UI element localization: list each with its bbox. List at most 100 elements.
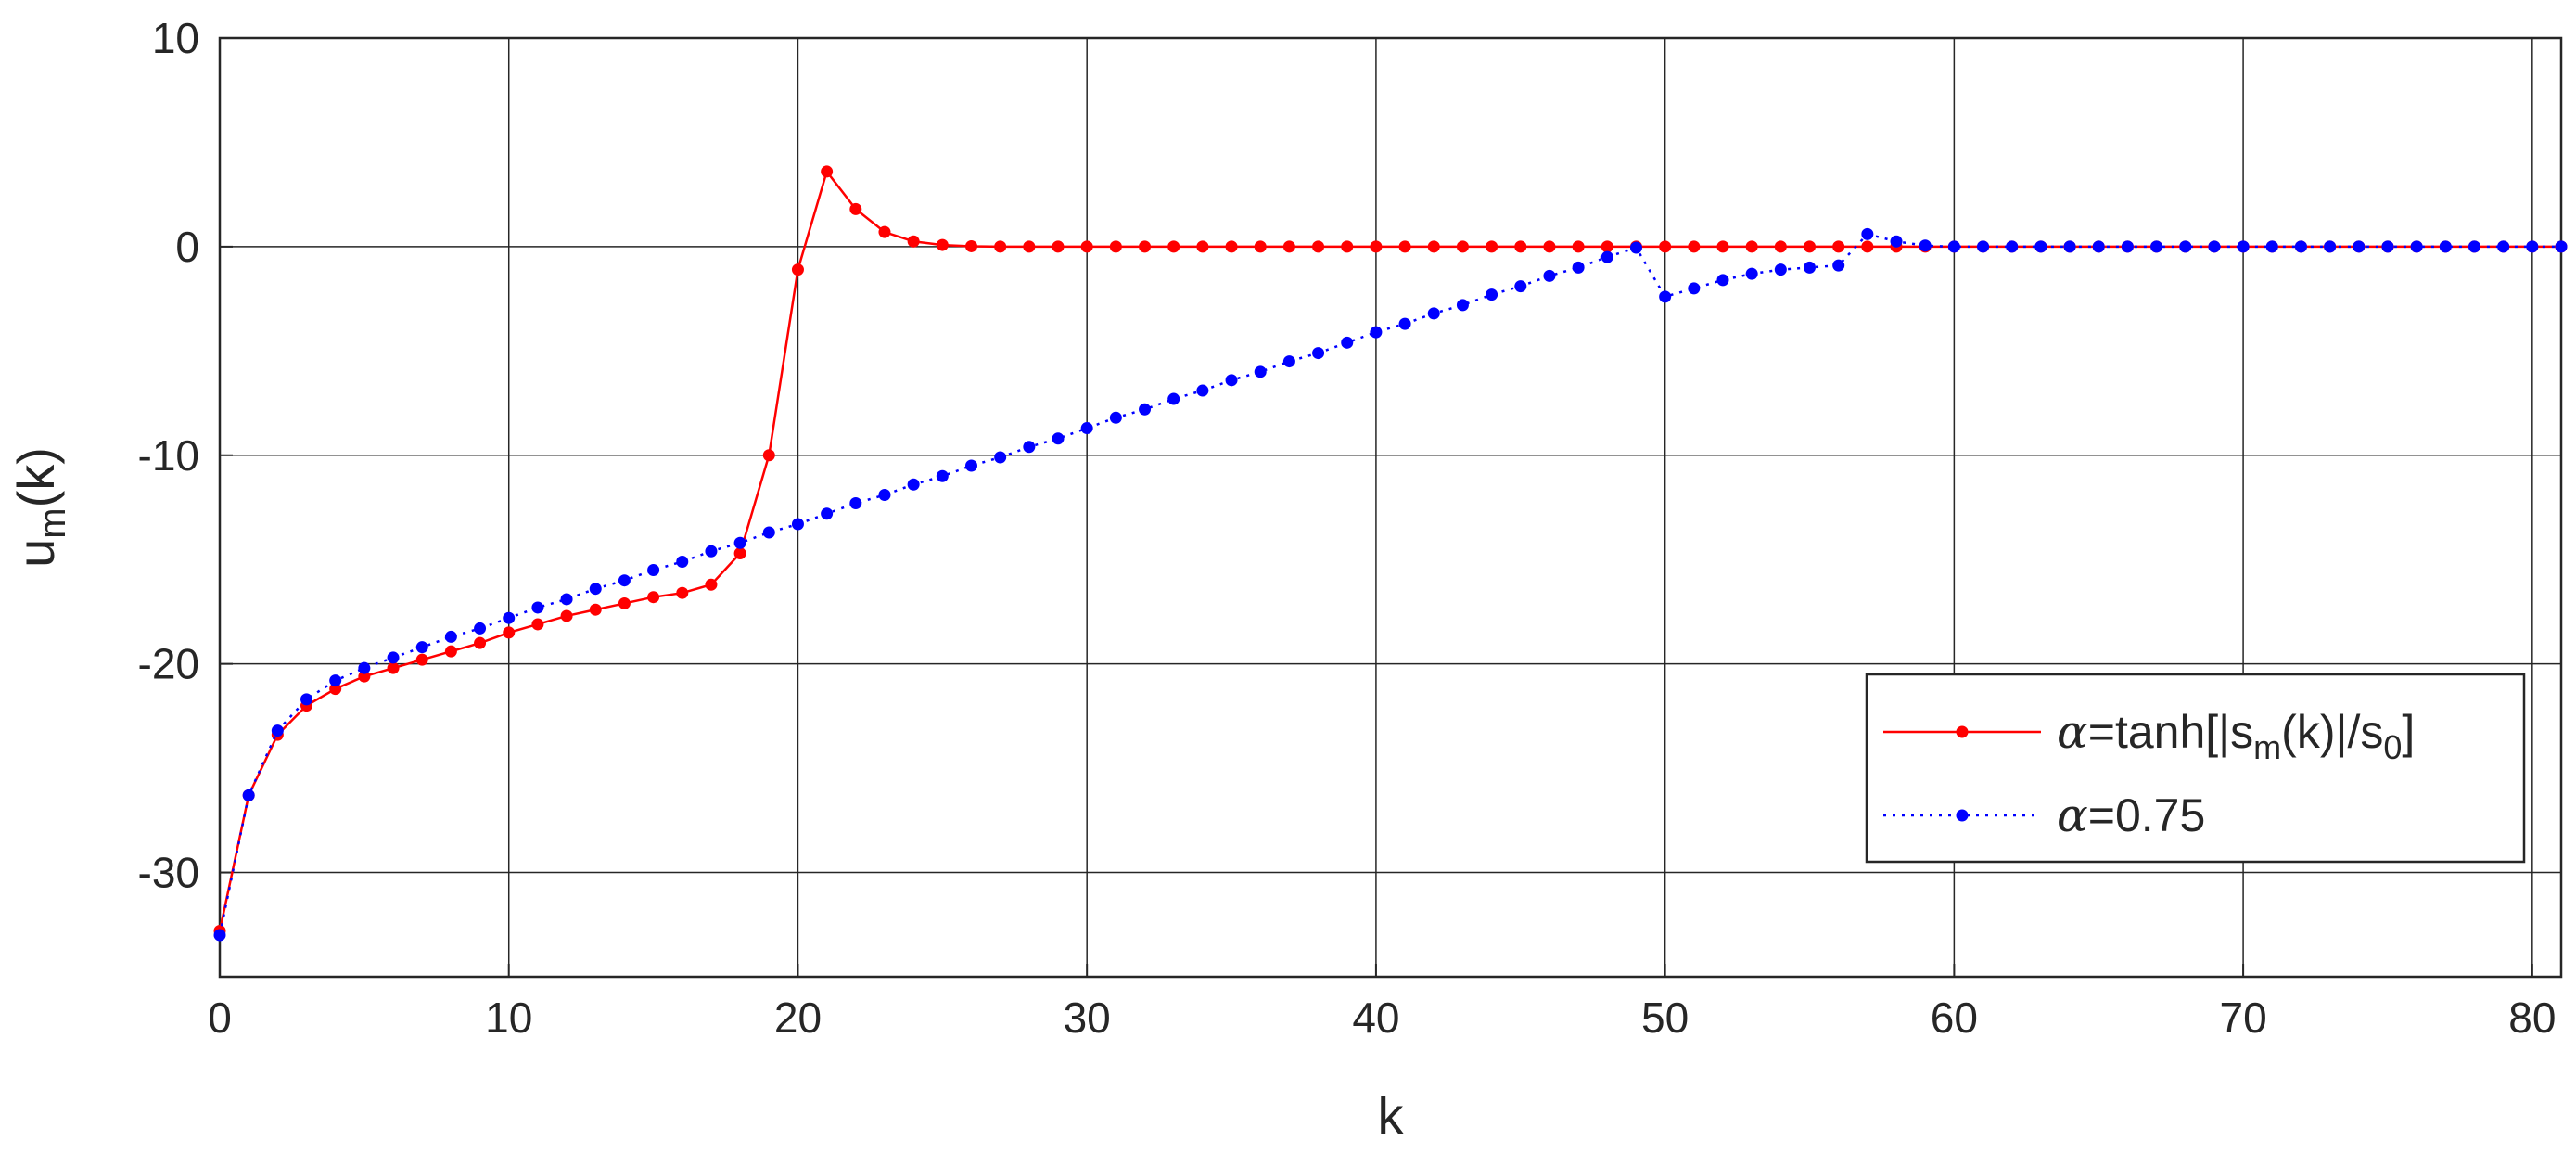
series-point-0 <box>1109 240 1122 253</box>
series-point-0 <box>676 586 689 599</box>
y-axis-label: um(k) <box>6 447 73 568</box>
series-point-1 <box>1514 280 1527 293</box>
series-point-1 <box>1341 336 1354 349</box>
series-point-0 <box>358 670 371 683</box>
series-point-0 <box>1804 240 1817 253</box>
series-point-1 <box>358 661 371 674</box>
legend-alpha-symbol: α <box>2057 789 2088 842</box>
series-point-1 <box>560 593 573 606</box>
series-point-0 <box>1514 240 1527 253</box>
legend-tanh-sub-m: m <box>2253 728 2281 766</box>
series-point-1 <box>271 724 284 737</box>
series-point-1 <box>531 601 544 614</box>
series-point-0 <box>1225 240 1238 253</box>
plot-area-frame <box>218 36 2563 979</box>
series-point-1 <box>1139 403 1152 416</box>
series-point-0 <box>560 609 573 622</box>
series-point-1 <box>2006 240 2019 253</box>
series-point-0 <box>531 618 544 631</box>
series-point-1 <box>1109 411 1122 424</box>
series-point-1 <box>2468 240 2480 253</box>
series-point-0 <box>878 225 891 238</box>
series-point-1 <box>2526 240 2539 253</box>
x-tick-label: 70 <box>2220 994 2267 1042</box>
series-point-0 <box>964 239 977 252</box>
series-point-0 <box>1716 240 1729 253</box>
series-point-0 <box>1427 240 1440 253</box>
y-axis-label-main: u <box>6 539 65 568</box>
series-point-0 <box>1861 240 1874 253</box>
series-point-0 <box>1312 240 1325 253</box>
legend-tanh-part2: (k)|/s <box>2281 706 2383 758</box>
legend-tanh-part3: ] <box>2402 706 2415 758</box>
series-point-1 <box>2324 240 2337 253</box>
legend-entry-tanh: α=tanh[|sm(k)|/s0] <box>2057 705 2415 766</box>
series-point-0 <box>387 661 400 674</box>
legend-box <box>1865 673 2526 864</box>
series-point-0 <box>1600 240 1613 253</box>
series-point-1 <box>2294 240 2307 253</box>
series-point-1 <box>415 641 428 654</box>
series-point-0 <box>762 449 775 462</box>
series-point-0 <box>1023 240 1036 253</box>
series-point-1 <box>1052 432 1065 445</box>
series-point-0 <box>329 683 342 696</box>
series-point-1 <box>1080 422 1093 435</box>
series-point-0 <box>1688 240 1701 253</box>
y-tick-label: -30 <box>138 849 199 897</box>
series-point-0 <box>791 263 804 276</box>
series-point-1 <box>444 630 457 643</box>
series-point-0 <box>994 240 1007 253</box>
series-point-1 <box>1167 392 1180 405</box>
series-point-0 <box>1196 240 1209 253</box>
series-point-0 <box>733 546 746 559</box>
legend-const-value: =0.75 <box>2088 789 2206 841</box>
series-point-1 <box>936 469 949 482</box>
x-tick-label: 30 <box>1064 994 1111 1042</box>
series-point-1 <box>2208 240 2221 253</box>
y-axis-label-sub: m <box>32 507 73 538</box>
series-point-1 <box>2121 240 2134 253</box>
series-point-0 <box>1486 240 1498 253</box>
series-point-1 <box>503 611 516 624</box>
series-point-1 <box>2265 240 2278 253</box>
series-point-1 <box>1716 274 1729 287</box>
series-point-0 <box>821 165 834 178</box>
series-point-1 <box>821 507 834 520</box>
series-point-0 <box>1543 240 1556 253</box>
series-point-1 <box>1225 374 1238 387</box>
x-tick-label: 10 <box>485 994 532 1042</box>
x-axis-label: k <box>1378 1086 1405 1145</box>
series-point-1 <box>1427 307 1440 320</box>
series-point-0 <box>1167 240 1180 253</box>
series-point-1 <box>2237 240 2250 253</box>
series-point-1 <box>1688 282 1701 295</box>
y-tick-label: 10 <box>152 14 199 62</box>
series-point-1 <box>2381 240 2394 253</box>
series-point-0 <box>618 596 631 609</box>
series-point-1 <box>2150 240 2163 253</box>
series-point-1 <box>1629 241 1642 254</box>
series-point-1 <box>242 789 255 801</box>
series-point-0 <box>705 578 718 591</box>
series-point-0 <box>1398 240 1411 253</box>
legend-marker-tanh <box>1956 725 1969 738</box>
series-point-1 <box>2555 240 2568 253</box>
y-tick-label: -20 <box>138 640 199 688</box>
x-tick-label: 40 <box>1352 994 1399 1042</box>
series-point-0 <box>1572 240 1585 253</box>
series-point-1 <box>1890 235 1903 248</box>
series-point-1 <box>733 536 746 549</box>
series-point-0 <box>1659 240 1672 253</box>
series-point-1 <box>1832 259 1845 272</box>
series-point-0 <box>1139 240 1152 253</box>
series-point-0 <box>444 645 457 658</box>
series-point-1 <box>1804 261 1817 274</box>
series-layer <box>213 165 2568 942</box>
series-point-0 <box>1254 240 1267 253</box>
series-point-1 <box>2410 240 2423 253</box>
axis-ticks: 0 10 20 30 40 50 60 70 80 -30 -20 -10 0 10 <box>138 14 2557 1042</box>
series-point-1 <box>589 583 602 596</box>
series-point-1 <box>2092 240 2105 253</box>
series-point-1 <box>1861 227 1874 240</box>
